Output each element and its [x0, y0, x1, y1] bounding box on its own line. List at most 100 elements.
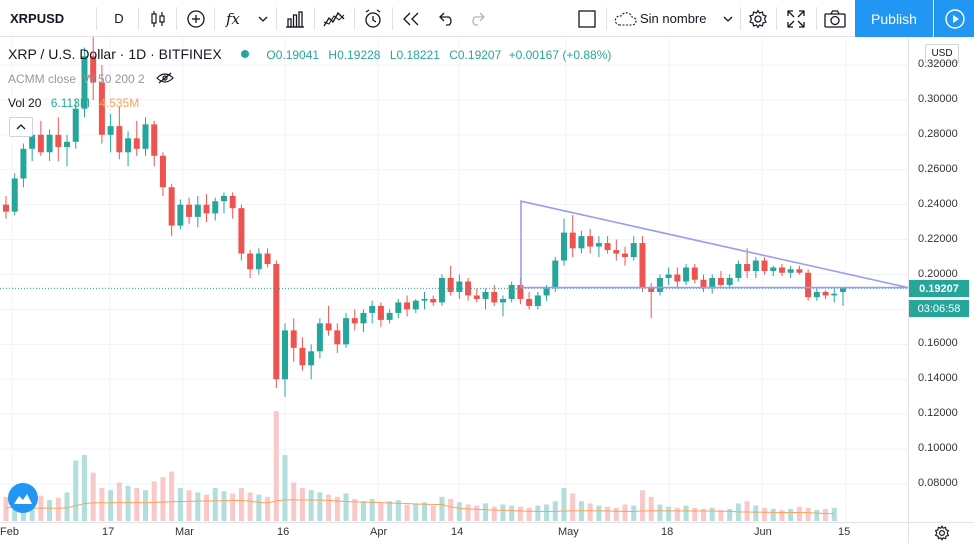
candle-body	[761, 260, 768, 272]
volume-bar	[143, 490, 148, 521]
volume-bar	[221, 491, 227, 521]
compare-icon[interactable]	[316, 0, 352, 37]
candle-body	[805, 272, 812, 298]
toolbar-divider	[138, 7, 139, 30]
toolbar-divider	[176, 7, 177, 30]
volume-bar	[666, 506, 672, 521]
volume-bar	[47, 500, 53, 521]
volume-bar	[326, 494, 332, 521]
tradingview-logo-icon[interactable]	[8, 483, 38, 513]
gear-icon[interactable]	[908, 522, 974, 543]
layout-square-icon[interactable]	[570, 0, 604, 37]
ohlc-high: H0.19228	[328, 48, 381, 62]
layout-name[interactable]: Sin nombre	[640, 11, 707, 26]
volume-bar	[674, 507, 680, 521]
candle-body	[125, 138, 132, 153]
play-icon[interactable]	[934, 0, 974, 37]
candle-body	[491, 291, 498, 303]
study-legend[interactable]: ACMM close W 50 200 2	[8, 72, 174, 87]
candle-body	[90, 56, 97, 83]
eye-off-icon[interactable]	[156, 72, 174, 87]
toolbar-divider	[776, 7, 777, 30]
price-tick-label: 0.26000	[918, 162, 958, 175]
price-tick-label: 0.22000	[918, 232, 958, 245]
fx-icon[interactable]: fx	[225, 9, 240, 28]
candle-body	[639, 243, 646, 289]
price-tick-label: 0.30000	[918, 92, 958, 105]
currency-label[interactable]: USD	[925, 44, 959, 63]
volume-bar	[177, 488, 183, 521]
candle-body	[717, 277, 724, 285]
interval-selector[interactable]: D	[114, 11, 124, 26]
collapse-legend-button[interactable]	[9, 117, 33, 137]
chart-legend: XRP / U.S. Dollar · 1D · BITFINEX O0.190…	[8, 46, 611, 62]
volume-bar	[256, 494, 262, 521]
volume-bar	[404, 504, 410, 521]
candle-body	[116, 126, 123, 153]
alert-icon[interactable]	[356, 0, 390, 37]
redo-icon[interactable]	[462, 0, 492, 37]
volume-bar	[378, 503, 384, 521]
price-axis[interactable]	[908, 37, 974, 522]
undo-icon[interactable]	[432, 0, 462, 37]
candle-body	[351, 318, 358, 324]
candle-body	[691, 267, 698, 280]
volume-bar	[439, 496, 445, 521]
replay-icon[interactable]	[394, 0, 428, 37]
settings-icon[interactable]	[741, 0, 775, 37]
toolbar-divider	[314, 7, 315, 30]
volume-bar	[55, 497, 61, 521]
candle-body	[726, 277, 733, 285]
volume-bar	[64, 492, 70, 521]
candle-body	[81, 56, 88, 109]
volume-bar	[779, 510, 785, 521]
candle-body	[20, 148, 27, 179]
symbol-title[interactable]: XRP / U.S. Dollar · 1D · BITFINEX	[8, 46, 222, 62]
volume-bar	[483, 503, 489, 521]
candle-body	[386, 312, 393, 320]
volume-bar	[770, 508, 776, 521]
volume-bar	[718, 510, 724, 521]
symbol-search[interactable]: XRPUSD	[10, 11, 65, 26]
volume-legend[interactable]: Vol 20 6.113M 4.535M	[8, 96, 139, 110]
volume-bar	[500, 504, 506, 521]
candle-body	[796, 269, 803, 273]
candle-body	[674, 274, 681, 282]
candle-body	[255, 253, 262, 270]
add-indicator-icon[interactable]	[178, 0, 214, 37]
volume-bar	[90, 472, 96, 521]
candle-body	[369, 305, 376, 313]
candle-body	[499, 298, 506, 303]
price-chart[interactable]	[0, 37, 909, 522]
volume-bar	[422, 502, 427, 521]
candle-body	[168, 187, 175, 226]
candle-body	[822, 291, 829, 296]
volume-bar	[247, 492, 253, 521]
volume-ma-value: 4.535M	[99, 96, 140, 110]
bar-chart-icon[interactable]	[278, 0, 312, 37]
volume-value: 6.113M	[50, 96, 90, 110]
volume-bar	[596, 505, 602, 521]
last-price-tag: 0.19207	[909, 280, 969, 297]
candle-body	[151, 124, 158, 156]
fullscreen-icon[interactable]	[778, 0, 814, 37]
candle-body	[229, 195, 236, 209]
volume-bar	[727, 508, 733, 521]
publish-button[interactable]: Publish	[855, 0, 933, 37]
candle-body	[840, 288, 846, 292]
volume-bar	[238, 488, 244, 521]
candle-body	[709, 277, 716, 289]
chart-pane[interactable]	[0, 37, 909, 522]
camera-icon[interactable]	[817, 0, 853, 37]
candle-body	[552, 260, 559, 289]
candle-body	[561, 232, 567, 261]
chevron-down-icon[interactable]	[250, 0, 276, 37]
time-axis[interactable]	[0, 522, 908, 543]
candles-icon[interactable]	[140, 0, 176, 37]
chevron-down-icon[interactable]	[718, 0, 738, 37]
countdown-tag: 03:06:58	[909, 300, 969, 317]
candle-body	[778, 267, 785, 273]
candle-body	[473, 295, 480, 299]
volume-bar	[413, 503, 419, 521]
candle-body	[308, 351, 315, 366]
